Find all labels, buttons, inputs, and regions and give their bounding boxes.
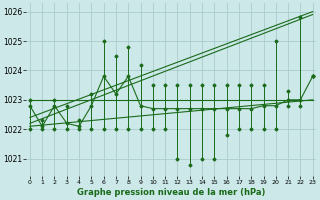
X-axis label: Graphe pression niveau de la mer (hPa): Graphe pression niveau de la mer (hPa) [77,188,266,197]
